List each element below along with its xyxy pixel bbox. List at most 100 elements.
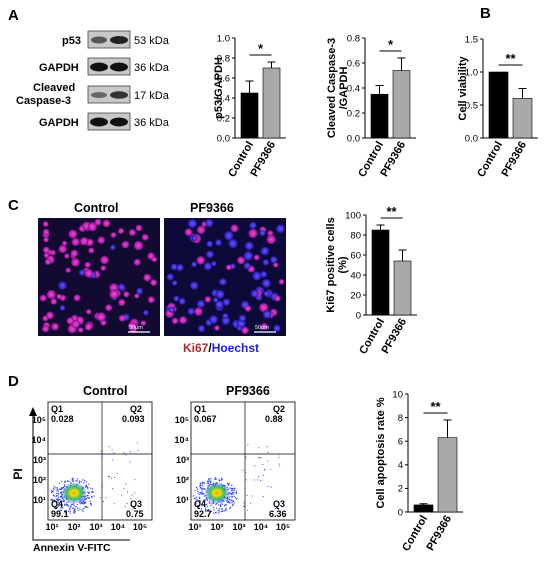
cell-nucleus bbox=[79, 237, 89, 246]
event-dot bbox=[84, 498, 86, 500]
cell-nucleus bbox=[225, 264, 232, 271]
cell-nucleus bbox=[224, 230, 234, 241]
event-dot bbox=[259, 457, 261, 459]
event-dot bbox=[213, 512, 215, 514]
event-dot bbox=[232, 493, 234, 495]
y-tick-label: 2 bbox=[398, 484, 403, 495]
event-dot bbox=[114, 477, 116, 479]
y-axis-label: Cell apoptosis rate % bbox=[375, 397, 387, 508]
event-dot bbox=[123, 487, 125, 489]
event-dot bbox=[267, 460, 269, 462]
cell-nucleus bbox=[70, 249, 79, 258]
event-dot bbox=[202, 482, 204, 484]
cell-nucleus bbox=[46, 289, 56, 300]
event-dot bbox=[125, 454, 127, 456]
event-dot bbox=[87, 491, 89, 493]
event-dot bbox=[254, 465, 256, 467]
event-dot bbox=[82, 510, 84, 512]
scale-bar-label: 50μm bbox=[129, 325, 143, 331]
density-core bbox=[61, 482, 87, 504]
event-dot bbox=[197, 490, 199, 492]
cell-nucleus bbox=[100, 265, 107, 271]
cell-nucleus bbox=[248, 228, 258, 239]
event-dot bbox=[89, 500, 91, 502]
event-dot bbox=[218, 480, 220, 482]
x-exp-label: 10⁴ bbox=[254, 522, 268, 532]
y-tick-label: 0.4 bbox=[217, 93, 230, 104]
panel-letter-d: D bbox=[8, 373, 19, 390]
cell-nucleus bbox=[206, 240, 214, 248]
panel-letter-b: B bbox=[480, 5, 491, 22]
cell-nucleus bbox=[168, 306, 175, 313]
cell-nucleus bbox=[270, 256, 278, 264]
event-dot bbox=[253, 479, 255, 481]
event-dot bbox=[61, 480, 63, 483]
event-dot bbox=[80, 502, 82, 504]
event-dot bbox=[56, 507, 59, 509]
cell-nucleus bbox=[73, 294, 81, 302]
event-dot bbox=[279, 465, 281, 467]
event-dot bbox=[134, 492, 136, 494]
event-dot bbox=[224, 504, 226, 506]
event-dot bbox=[90, 504, 92, 506]
event-dot bbox=[63, 499, 65, 501]
event-dot bbox=[53, 489, 55, 491]
cell-nucleus bbox=[133, 240, 144, 251]
event-dot bbox=[88, 483, 90, 485]
event-dot bbox=[224, 509, 226, 511]
event-dot bbox=[56, 492, 58, 494]
event-dot bbox=[233, 495, 235, 497]
cell-nucleus bbox=[39, 294, 47, 302]
cell-nucleus bbox=[166, 273, 174, 281]
cell-nucleus bbox=[133, 258, 141, 266]
flow-ylabel: PI bbox=[11, 468, 25, 479]
cell-nucleus bbox=[66, 317, 75, 325]
event-dot bbox=[74, 509, 76, 511]
event-dot bbox=[66, 480, 69, 482]
quadrant-q2-value: 0.093 bbox=[122, 414, 145, 424]
event-dot bbox=[213, 509, 215, 511]
event-dot bbox=[267, 451, 269, 453]
cell-nucleus bbox=[262, 259, 270, 266]
cell-nucleus bbox=[263, 290, 270, 297]
event-dot bbox=[109, 476, 111, 478]
cell-nucleus bbox=[142, 309, 149, 316]
cell-nucleus bbox=[150, 279, 158, 286]
event-dot bbox=[85, 485, 87, 487]
event-dot bbox=[215, 503, 217, 505]
event-dot bbox=[70, 505, 72, 507]
event-dot bbox=[101, 483, 103, 485]
cell-nucleus bbox=[65, 267, 71, 273]
event-dot bbox=[59, 491, 62, 494]
cell-nucleus bbox=[68, 229, 78, 239]
quadrant-q4-value: 99.1 bbox=[51, 509, 69, 519]
cell-nucleus bbox=[209, 315, 219, 325]
y-tick-label: 0.5 bbox=[465, 100, 478, 111]
event-dot bbox=[61, 487, 63, 490]
event-dot bbox=[56, 499, 58, 501]
event-dot bbox=[278, 456, 280, 458]
event-dot bbox=[197, 492, 199, 494]
event-dot bbox=[76, 507, 79, 509]
event-dot bbox=[195, 503, 197, 505]
event-dot bbox=[58, 482, 60, 484]
x-exp-label: 10⁵ bbox=[276, 522, 290, 532]
blot-band bbox=[90, 62, 108, 72]
density-core bbox=[204, 482, 230, 504]
quadrant-q3: Q3 bbox=[130, 499, 142, 509]
y-tick-label: 0.0 bbox=[347, 133, 360, 144]
event-dot bbox=[231, 490, 233, 492]
event-dot bbox=[227, 501, 229, 503]
cell-nucleus bbox=[61, 240, 68, 246]
event-dot bbox=[74, 508, 76, 510]
event-dot bbox=[87, 486, 89, 488]
event-dot bbox=[270, 486, 272, 488]
event-dot bbox=[123, 452, 125, 454]
event-dot bbox=[257, 479, 259, 481]
cell-nucleus bbox=[96, 312, 107, 322]
y-tick-label: 1.0 bbox=[217, 33, 230, 44]
cell-nucleus bbox=[64, 253, 70, 259]
event-dot bbox=[108, 446, 110, 448]
y-tick-label: 0.4 bbox=[347, 83, 360, 94]
flow-title-control: Control bbox=[83, 384, 127, 398]
